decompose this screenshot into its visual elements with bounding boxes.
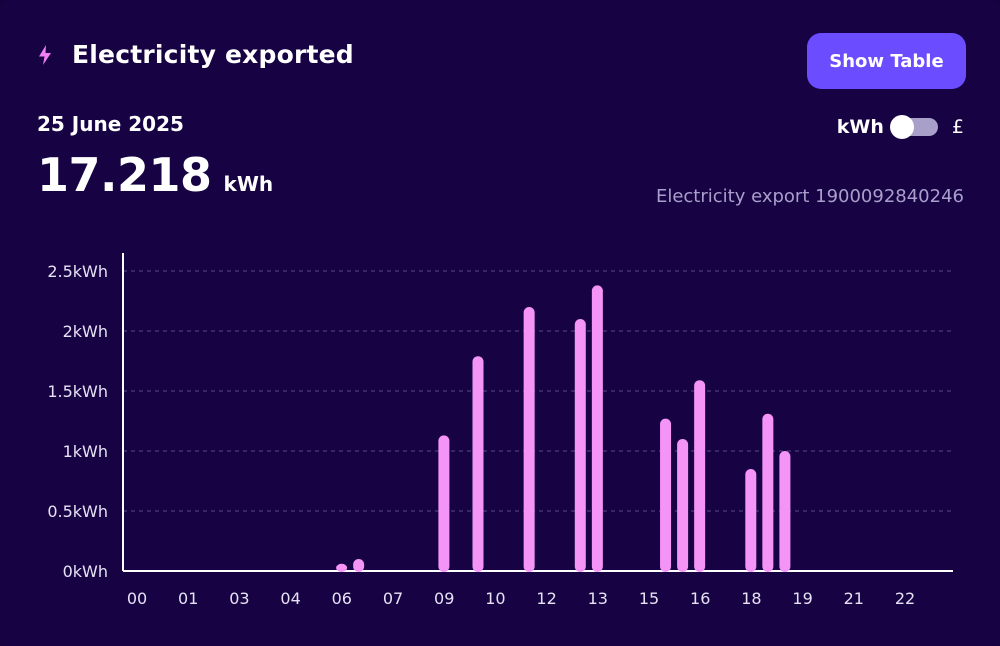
y-tick-label: 2.5kWh xyxy=(47,262,108,281)
card-header: Electricity exported xyxy=(36,40,354,69)
total-value: 17.218 xyxy=(37,148,212,202)
x-tick-label: 22 xyxy=(895,589,915,608)
x-tick-label: 01 xyxy=(178,589,198,608)
bar-1330 xyxy=(591,285,603,572)
y-tick-label: 0.5kWh xyxy=(47,502,108,521)
total-unit: kWh xyxy=(223,172,274,196)
x-tick-label: 15 xyxy=(639,589,659,608)
unit-kwh-label[interactable]: kWh xyxy=(836,116,884,138)
bar-1900 xyxy=(779,451,791,572)
lightning-bolt-icon xyxy=(39,44,51,65)
switch-knob[interactable] xyxy=(889,115,914,139)
bar-0630 xyxy=(353,559,365,572)
total-export: 17.218 kWh xyxy=(37,148,273,202)
unit-switch[interactable] xyxy=(889,115,938,139)
y-tick-label: 1.5kWh xyxy=(47,382,108,401)
show-table-button[interactable]: Show Table xyxy=(807,33,966,89)
x-tick-label: 06 xyxy=(332,589,352,608)
x-tick-label: 00 xyxy=(127,589,147,608)
x-tick-label: 18 xyxy=(741,589,761,608)
selected-date: 25 June 2025 xyxy=(37,112,184,136)
card-title: Electricity exported xyxy=(72,40,354,69)
x-tick-label: 12 xyxy=(536,589,556,608)
bar-1130 xyxy=(523,307,535,572)
y-tick-label: 1kWh xyxy=(63,442,108,461)
x-tick-label: 21 xyxy=(844,589,864,608)
y-tick-label: 2kWh xyxy=(63,322,108,341)
x-tick-label: 09 xyxy=(434,589,454,608)
bar-1800 xyxy=(745,469,757,572)
x-tick-label: 07 xyxy=(383,589,403,608)
x-tick-label: 19 xyxy=(792,589,812,608)
x-tick-label: 03 xyxy=(229,589,249,608)
bar-0900 xyxy=(438,435,450,572)
bar-1530 xyxy=(660,418,672,572)
x-tick-label: 04 xyxy=(280,589,300,608)
bar-1000 xyxy=(472,356,484,572)
unit-gbp-label[interactable]: £ xyxy=(951,116,964,138)
x-tick-label: 13 xyxy=(588,589,608,608)
y-tick-label: 0kWh xyxy=(63,562,108,581)
bar-1300 xyxy=(574,319,586,572)
bar-1630 xyxy=(694,380,706,572)
bar-1830 xyxy=(762,413,774,572)
x-tick-label: 10 xyxy=(485,589,505,608)
meter-label: Electricity export 1900092840246 xyxy=(655,186,964,207)
bar-0600 xyxy=(336,563,348,572)
bar-1600 xyxy=(677,439,689,572)
x-tick-label: 16 xyxy=(690,589,710,608)
unit-toggle: kWh £ xyxy=(836,115,964,139)
